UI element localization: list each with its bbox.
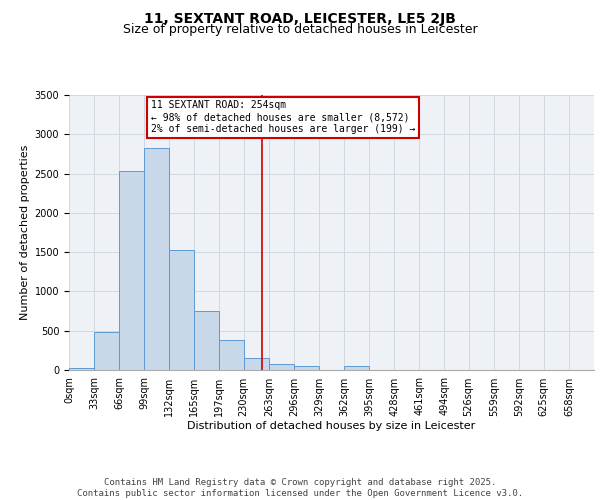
Text: 11, SEXTANT ROAD, LEICESTER, LE5 2JB: 11, SEXTANT ROAD, LEICESTER, LE5 2JB xyxy=(144,12,456,26)
Bar xyxy=(218,340,244,370)
Bar xyxy=(94,332,119,370)
Text: Contains HM Land Registry data © Crown copyright and database right 2025.
Contai: Contains HM Land Registry data © Crown c… xyxy=(77,478,523,498)
Text: Size of property relative to detached houses in Leicester: Size of property relative to detached ho… xyxy=(122,22,478,36)
Bar xyxy=(69,368,94,370)
Y-axis label: Number of detached properties: Number of detached properties xyxy=(20,145,31,320)
Bar xyxy=(344,366,369,370)
Bar xyxy=(119,171,144,370)
X-axis label: Distribution of detached houses by size in Leicester: Distribution of detached houses by size … xyxy=(187,421,476,431)
Bar xyxy=(244,358,269,370)
Bar xyxy=(294,366,319,370)
Text: 11 SEXTANT ROAD: 254sqm
← 98% of detached houses are smaller (8,572)
2% of semi-: 11 SEXTANT ROAD: 254sqm ← 98% of detache… xyxy=(151,100,415,134)
Bar xyxy=(194,311,218,370)
Bar xyxy=(144,148,169,370)
Bar xyxy=(169,250,194,370)
Bar xyxy=(269,364,294,370)
